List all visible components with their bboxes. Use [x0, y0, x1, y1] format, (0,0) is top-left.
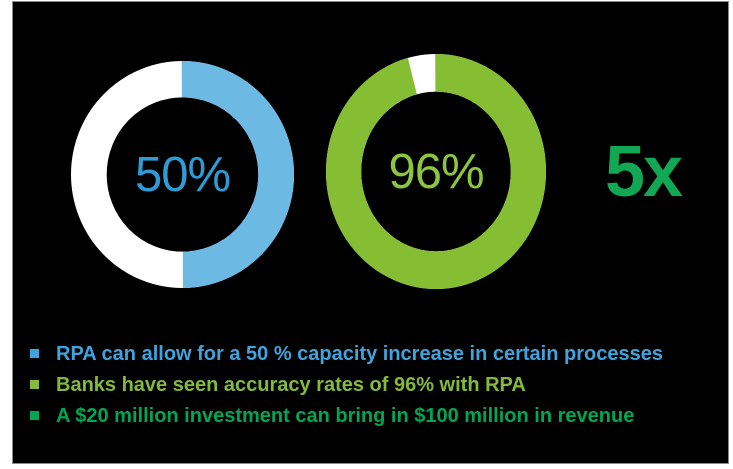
bullet-square-icon [30, 349, 39, 358]
donut-center-label-accuracy: 96% [388, 144, 484, 199]
bullet-square-icon [30, 411, 39, 420]
donut-center-label-capacity: 50% [134, 147, 231, 202]
donut-chart-accuracy: 96% [326, 54, 546, 289]
bullet-list: RPA can allow for a 50 % capacity increa… [30, 338, 720, 431]
bullet-item-capacity: RPA can allow for a 50 % capacity increa… [30, 338, 720, 369]
bullet-item-revenue: A $20 million investment can bring in $1… [30, 400, 720, 431]
bullet-text-capacity: RPA can allow for a 50 % capacity increa… [56, 342, 663, 365]
donut-chart-capacity: 50% [71, 61, 294, 288]
donut-ring-accuracy [326, 54, 546, 289]
bullet-square-icon [30, 380, 39, 389]
slide-canvas: 50% 96% 5x RPA can allow for a 50 % capa… [12, 1, 729, 464]
bullet-text-revenue: A $20 million investment can bring in $1… [56, 404, 635, 427]
donut-ring-capacity [71, 61, 294, 288]
bullet-text-accuracy: Banks have seen accuracy rates of 96% wi… [56, 373, 526, 396]
bullet-item-accuracy: Banks have seen accuracy rates of 96% wi… [30, 369, 720, 400]
multiplier-text: 5x [604, 132, 683, 212]
